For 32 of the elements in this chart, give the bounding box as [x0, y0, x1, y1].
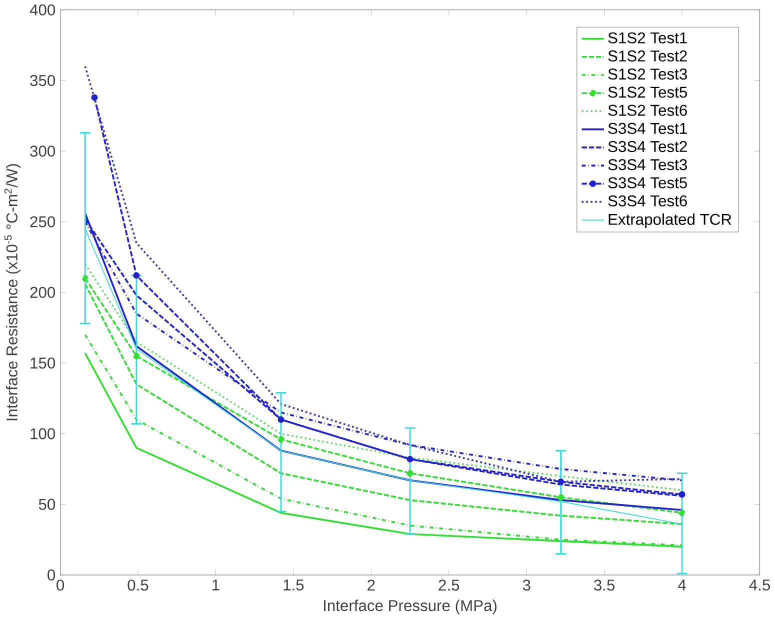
legend-label: S1S2 Test6	[608, 104, 687, 116]
legend-label: S3S4 Test5	[608, 177, 687, 189]
legend-label: S1S2 Test2	[608, 50, 687, 62]
legend-label: Extrapolated TCR	[608, 214, 732, 228]
x-tick-label: 0.5	[128, 580, 148, 591]
x-tick-label: 2	[368, 580, 375, 591]
x-tick-label: 4	[678, 580, 686, 591]
y-tick-label: 100	[30, 428, 56, 440]
legend-label: S3S4 Test1	[608, 123, 687, 134]
legend-label: S1S2 Test5	[608, 86, 687, 98]
x-tick-label: 1.5	[284, 580, 304, 591]
y-tick-label: 350	[30, 75, 56, 86]
x-tick-label: 0	[56, 580, 64, 591]
x-tick-label: 3	[522, 580, 530, 591]
legend-label: S1S2 Test1	[608, 32, 687, 44]
legend-label: S3S4 Test6	[608, 196, 687, 207]
x-tick-label: 4.5	[749, 580, 770, 591]
legend-label: S3S4 Test2	[608, 141, 687, 152]
legend-label: S3S4 Test3	[608, 159, 687, 170]
y-tick-label: 300	[30, 146, 56, 157]
y-tick-label: 150	[30, 358, 56, 369]
y-tick-label: 50	[38, 499, 56, 510]
y-tick-label: 0	[48, 570, 56, 581]
x-tick-label: 3.5	[594, 580, 615, 591]
x-tick-label: 2.5	[438, 580, 460, 591]
y-tick-label: 200	[30, 287, 56, 298]
x-axis-title: Interface Pressure (MPa)	[324, 600, 496, 614]
x-tick-label: 1	[212, 580, 220, 591]
legend-label: S1S2 Test3	[608, 68, 687, 80]
y-tick-label: 400	[30, 4, 56, 16]
y-axis-title: Interface Resistance (x10$^{-5}$ °C-m$^{2}$/W)	[4, 164, 21, 420]
y-tick-label: 250	[30, 216, 56, 228]
